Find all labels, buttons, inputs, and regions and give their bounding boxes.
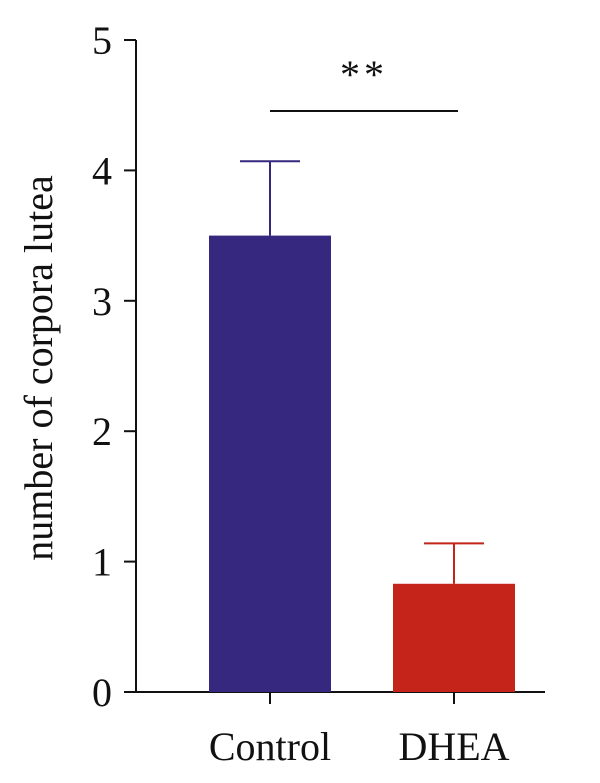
x-tick-label: DHEA (398, 724, 509, 769)
y-tick-label: 1 (92, 540, 112, 585)
y-tick-label: 5 (92, 18, 112, 63)
bars (209, 160, 515, 692)
y-tick-label: 2 (92, 409, 112, 454)
y-tick-label: 0 (92, 670, 112, 715)
y-ticks: 0 1 2 3 4 5 (92, 18, 136, 715)
y-axis-title: number of corpora lutea (16, 175, 61, 561)
significance-label: ** (340, 52, 388, 97)
x-tick-label: Control (209, 724, 331, 769)
x-ticks: Control DHEA (209, 692, 510, 769)
y-tick-label: 3 (92, 279, 112, 324)
bar-control (209, 235, 331, 692)
y-tick-label: 4 (92, 148, 112, 193)
bar-dhea (393, 583, 515, 692)
